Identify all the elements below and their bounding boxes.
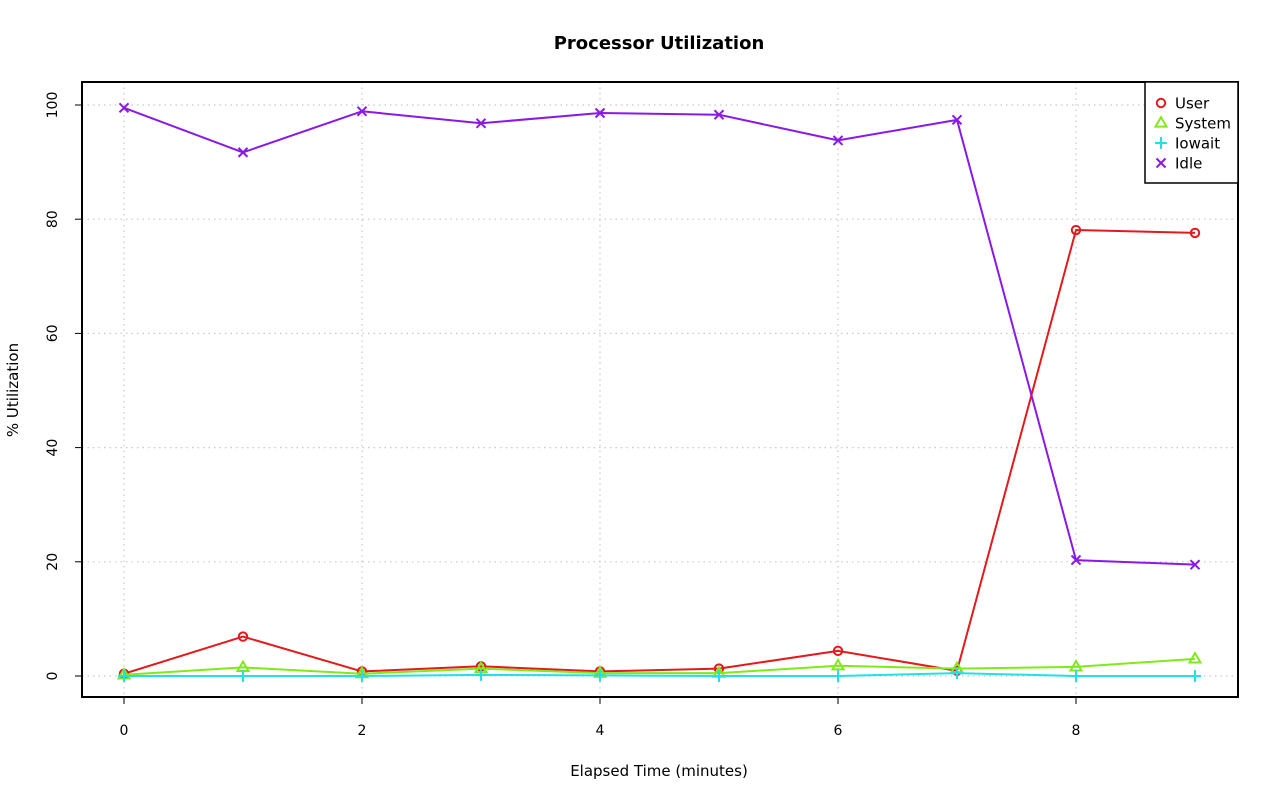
- data-point-user: [1070, 224, 1082, 236]
- data-point-idle: [1070, 554, 1082, 566]
- data-point-idle: [237, 147, 249, 158]
- legend-label-iowait: Iowait: [1175, 135, 1220, 153]
- data-point-iowait: [1189, 670, 1201, 682]
- x-tick-label: 0: [120, 723, 129, 739]
- legend-item-idle: Idle: [1155, 155, 1202, 173]
- y-tick-label: 40: [45, 439, 61, 457]
- data-point-idle: [594, 107, 606, 119]
- series-user: [118, 224, 1201, 679]
- y-axis: 0 20 40 60 80 100: [45, 92, 83, 681]
- data-point-iowait: [713, 670, 725, 682]
- y-tick-label: 20: [45, 553, 61, 571]
- plot-frame: [81, 81, 1239, 698]
- x-tick-label: 6: [834, 723, 843, 739]
- data-point-idle: [118, 102, 130, 114]
- y-axis-label: % Utilization: [4, 343, 22, 437]
- series-line-idle: [123, 106, 1196, 566]
- x-tick-label: 4: [596, 723, 605, 739]
- data-point-idle: [832, 135, 844, 146]
- data-point-iowait: [594, 669, 606, 682]
- legend-label-idle: Idle: [1175, 155, 1202, 173]
- legend-marker-iowait: [1155, 137, 1167, 149]
- series-line-system: [123, 657, 1196, 676]
- chart-title: Processor Utilization: [554, 33, 765, 54]
- series-lines: [116, 102, 1203, 682]
- y-tick-label: 80: [45, 210, 61, 228]
- legend-label-user: User: [1175, 95, 1210, 113]
- data-point-idle: [475, 118, 487, 129]
- data-point-idle: [356, 106, 368, 117]
- data-point-iowait: [237, 670, 249, 682]
- data-point-system: [235, 659, 251, 673]
- data-point-idle: [951, 114, 963, 126]
- y-tick-label: 100: [45, 92, 61, 119]
- data-point-system: [1187, 651, 1203, 664]
- legend-label-system: System: [1175, 115, 1231, 133]
- legend: User System Iowait Idle: [1144, 81, 1239, 184]
- data-point-user: [1189, 227, 1201, 239]
- series-idle: [118, 102, 1201, 570]
- x-tick-label: 8: [1072, 723, 1081, 739]
- y-tick-label: 60: [45, 324, 61, 342]
- x-tick-label: 2: [358, 723, 367, 739]
- grid-lines: [82, 82, 1238, 697]
- data-point-iowait: [832, 670, 844, 682]
- data-point-iowait: [951, 667, 963, 680]
- series-line-user: [123, 229, 1196, 675]
- series-iowait: [118, 667, 1201, 682]
- data-point-user: [832, 645, 844, 657]
- series-line-iowait: [124, 672, 1195, 677]
- data-point-iowait: [356, 670, 368, 682]
- y-tick-label: 0: [45, 672, 61, 681]
- legend-item-iowait: Iowait: [1155, 135, 1220, 153]
- x-axis: 0 2 4 6 8: [120, 696, 1081, 739]
- data-point-idle: [713, 109, 725, 120]
- data-point-iowait: [1070, 670, 1082, 682]
- data-point-idle: [1189, 559, 1201, 570]
- legend-marker-system: [1153, 115, 1169, 128]
- x-axis-label: Elapsed Time (minutes): [570, 762, 748, 780]
- legend-marker-idle: [1155, 157, 1167, 169]
- data-point-iowait: [118, 670, 130, 682]
- legend-item-user: User: [1155, 95, 1210, 113]
- data-point-system: [830, 657, 846, 671]
- data-point-user: [237, 631, 249, 642]
- data-point-iowait: [475, 668, 487, 681]
- legend-item-system: System: [1153, 115, 1231, 133]
- legend-marker-user: [1155, 97, 1167, 109]
